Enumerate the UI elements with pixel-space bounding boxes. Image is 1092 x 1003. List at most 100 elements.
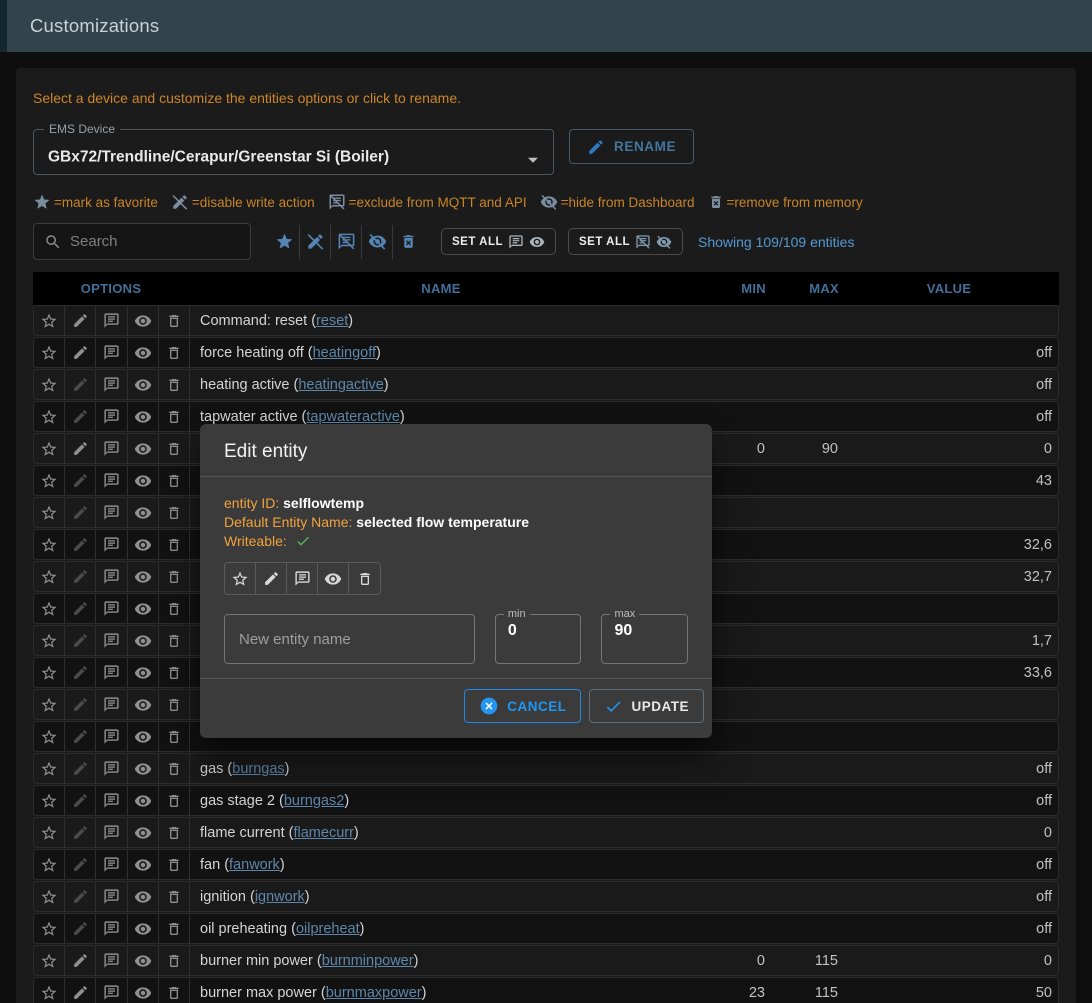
max-input[interactable]	[602, 620, 687, 640]
entity-id-link[interactable]: flamecurr	[293, 824, 354, 841]
mqtt-toggle[interactable]	[96, 658, 128, 687]
favorite-toggle[interactable]	[34, 466, 66, 495]
visibility-toggle[interactable]	[128, 370, 159, 399]
mqtt-toggle[interactable]	[96, 498, 128, 527]
visibility-toggle[interactable]	[128, 434, 159, 463]
delete-toggle[interactable]	[349, 563, 380, 594]
filter-disable-write-button[interactable]	[300, 224, 331, 259]
favorite-toggle[interactable]	[34, 594, 66, 623]
entity-name-cell[interactable]: fan (fanwork)	[190, 857, 692, 873]
favorite-toggle[interactable]	[34, 626, 66, 655]
favorite-toggle[interactable]	[34, 882, 66, 911]
write-toggle[interactable]	[65, 594, 97, 623]
mqtt-toggle[interactable]	[96, 946, 128, 975]
entity-name-cell[interactable]: burner min power (burnminpower)	[190, 953, 692, 969]
favorite-toggle[interactable]	[34, 818, 66, 847]
delete-toggle[interactable]	[159, 434, 189, 463]
entity-name-cell[interactable]: flame current (flamecurr)	[190, 825, 692, 841]
write-toggle[interactable]	[65, 402, 97, 431]
write-toggle[interactable]	[65, 434, 97, 463]
visibility-toggle[interactable]	[128, 466, 159, 495]
mqtt-toggle[interactable]	[96, 434, 128, 463]
visibility-toggle[interactable]	[128, 338, 159, 367]
visibility-toggle[interactable]	[128, 306, 159, 335]
write-toggle[interactable]	[65, 722, 97, 751]
write-toggle[interactable]	[65, 370, 97, 399]
mqtt-toggle[interactable]	[96, 370, 128, 399]
mqtt-toggle[interactable]	[96, 562, 128, 591]
delete-toggle[interactable]	[159, 690, 189, 719]
filter-favorite-button[interactable]	[269, 224, 300, 259]
delete-toggle[interactable]	[159, 594, 189, 623]
write-toggle[interactable]	[65, 818, 97, 847]
write-toggle[interactable]	[65, 754, 97, 783]
favorite-toggle[interactable]	[34, 914, 66, 943]
favorite-toggle[interactable]	[34, 754, 66, 783]
mqtt-toggle[interactable]	[96, 786, 128, 815]
visibility-toggle[interactable]	[128, 530, 159, 559]
visibility-toggle[interactable]	[128, 818, 159, 847]
entity-id-link[interactable]: heatingactive	[298, 376, 384, 393]
favorite-toggle[interactable]	[34, 402, 66, 431]
favorite-toggle[interactable]	[225, 563, 256, 594]
entity-name-cell[interactable]: force heating off (heatingoff)	[190, 345, 692, 361]
write-toggle[interactable]	[65, 626, 97, 655]
write-toggle[interactable]	[65, 658, 97, 687]
favorite-toggle[interactable]	[34, 306, 66, 335]
delete-toggle[interactable]	[159, 498, 189, 527]
delete-toggle[interactable]	[159, 850, 189, 879]
visibility-toggle[interactable]	[128, 882, 159, 911]
mqtt-toggle[interactable]	[96, 914, 128, 943]
entity-id-link[interactable]: ignwork	[254, 888, 305, 905]
write-toggle[interactable]	[256, 563, 287, 594]
favorite-toggle[interactable]	[34, 530, 66, 559]
write-toggle[interactable]	[65, 946, 97, 975]
entity-name-cell[interactable]: gas (burngas)	[190, 761, 692, 777]
entity-name-cell[interactable]: ignition (ignwork)	[190, 889, 692, 905]
visibility-toggle[interactable]	[128, 946, 159, 975]
delete-toggle[interactable]	[159, 370, 189, 399]
new-entity-name-input[interactable]	[224, 614, 475, 664]
entity-name-cell[interactable]: tapwater active (tapwateractive)	[190, 409, 692, 425]
visibility-toggle[interactable]	[128, 658, 159, 687]
delete-toggle[interactable]	[159, 754, 189, 783]
entity-id-link[interactable]: burngas	[232, 760, 285, 777]
entity-name-cell[interactable]: heating active (heatingactive)	[190, 377, 692, 393]
write-toggle[interactable]	[65, 338, 97, 367]
entity-name-cell[interactable]: burner max power (burnmaxpower)	[190, 985, 692, 1001]
entity-name-cell[interactable]: Command: reset (reset)	[190, 313, 692, 329]
favorite-toggle[interactable]	[34, 658, 66, 687]
mqtt-toggle[interactable]	[96, 882, 128, 911]
delete-toggle[interactable]	[159, 786, 189, 815]
write-toggle[interactable]	[65, 530, 97, 559]
mqtt-toggle[interactable]	[96, 466, 128, 495]
filter-remove-memory-button[interactable]	[393, 225, 424, 259]
delete-toggle[interactable]	[159, 466, 189, 495]
entity-name-cell[interactable]: oil preheating (oilpreheat)	[190, 921, 692, 937]
delete-toggle[interactable]	[159, 338, 189, 367]
write-toggle[interactable]	[65, 850, 97, 879]
entity-id-link[interactable]: reset	[316, 312, 349, 329]
visibility-toggle[interactable]	[128, 754, 159, 783]
write-toggle[interactable]	[65, 690, 97, 719]
mqtt-toggle[interactable]	[96, 690, 128, 719]
visibility-toggle[interactable]	[128, 498, 159, 527]
delete-toggle[interactable]	[159, 658, 189, 687]
delete-toggle[interactable]	[159, 818, 189, 847]
mqtt-toggle[interactable]	[96, 306, 128, 335]
entity-id-link[interactable]: heatingoff	[312, 344, 377, 361]
visibility-toggle[interactable]	[128, 914, 159, 943]
write-toggle[interactable]	[65, 786, 97, 815]
favorite-toggle[interactable]	[34, 370, 66, 399]
mqtt-toggle[interactable]	[96, 722, 128, 751]
entity-id-link[interactable]: burnminpower	[321, 952, 414, 969]
entity-id-link[interactable]: burnmaxpower	[325, 984, 422, 1001]
write-toggle[interactable]	[65, 882, 97, 911]
set-all-exclude-button[interactable]: SET ALL	[568, 228, 683, 255]
delete-toggle[interactable]	[159, 306, 189, 335]
mqtt-toggle[interactable]	[96, 978, 128, 1003]
write-toggle[interactable]	[65, 498, 97, 527]
visibility-toggle[interactable]	[128, 402, 159, 431]
favorite-toggle[interactable]	[34, 946, 66, 975]
delete-toggle[interactable]	[159, 882, 189, 911]
